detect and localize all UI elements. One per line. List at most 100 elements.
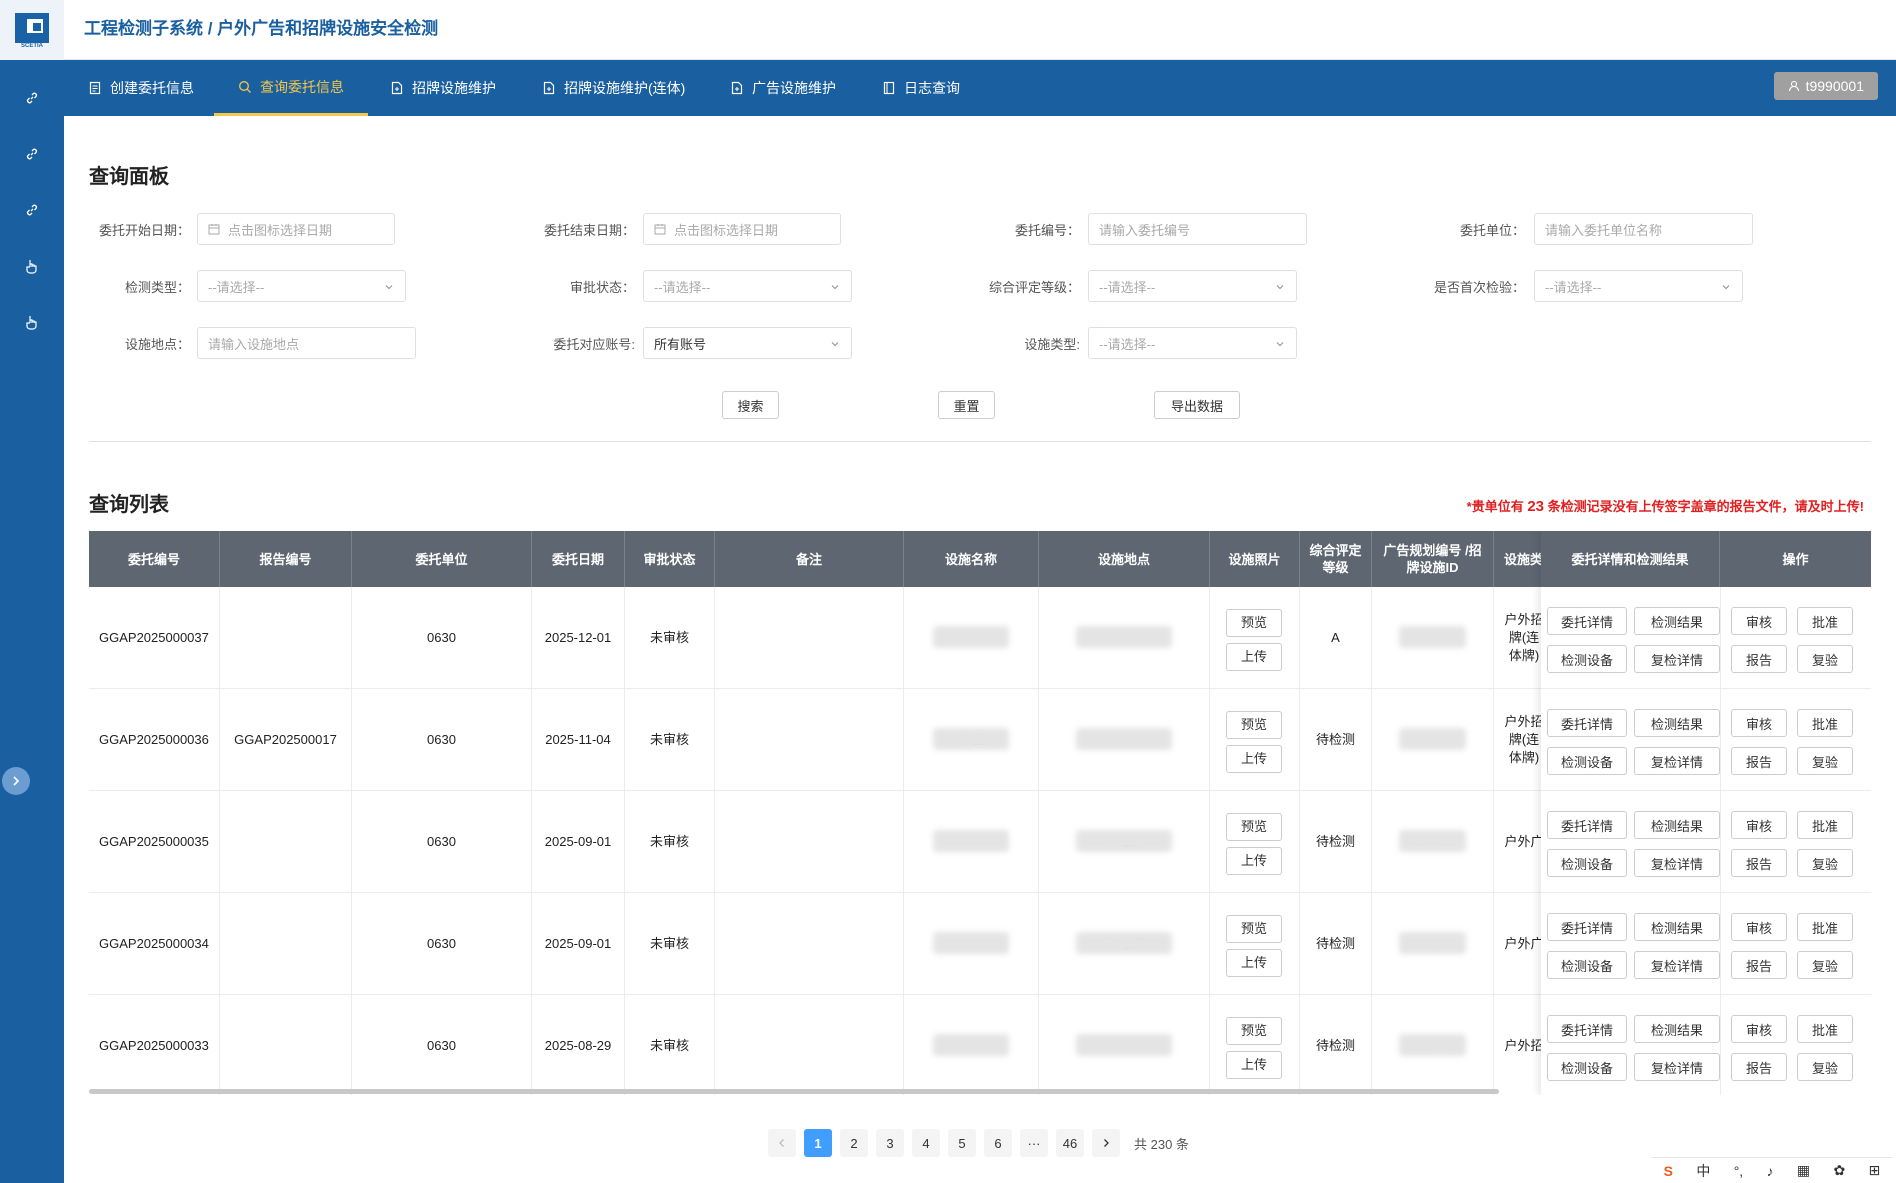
audit-status-select[interactable]: --请选择-- (643, 270, 852, 302)
search-button[interactable]: 搜索 (722, 391, 779, 419)
audit-button[interactable]: 审核 (1731, 811, 1787, 839)
report-button[interactable]: 报告 (1731, 747, 1787, 775)
account-select[interactable]: 所有账号 (643, 327, 852, 359)
preview-photo-button[interactable]: 预览 (1226, 915, 1282, 943)
grade-select[interactable]: --请选择-- (1088, 270, 1297, 302)
upload-photo-button[interactable]: 上传 (1226, 847, 1282, 875)
page-5[interactable]: 5 (948, 1129, 976, 1157)
report-button[interactable]: 报告 (1731, 1053, 1787, 1081)
report-button[interactable]: 报告 (1731, 951, 1787, 979)
approve-button[interactable]: 批准 (1797, 811, 1853, 839)
upload-photo-button[interactable]: 上传 (1226, 949, 1282, 977)
sidebar-expand-button[interactable] (2, 767, 30, 795)
upload-photo-button[interactable]: 上传 (1226, 1051, 1282, 1079)
entrust-no-input[interactable]: 请输入委托编号 (1088, 213, 1307, 245)
link-icon[interactable] (22, 88, 42, 108)
detail-button[interactable]: 委托详情 (1547, 1015, 1627, 1043)
device-button[interactable]: 检测设备 (1547, 951, 1627, 979)
recheck-detail-button[interactable]: 复检详情 (1634, 951, 1720, 979)
report-button[interactable]: 报告 (1731, 849, 1787, 877)
test-type-select[interactable]: --请选择-- (197, 270, 406, 302)
result-button[interactable]: 检测结果 (1634, 1015, 1720, 1043)
device-button[interactable]: 检测设备 (1547, 645, 1627, 673)
entrust-unit-input[interactable]: 请输入委托单位名称 (1534, 213, 1753, 245)
upload-photo-button[interactable]: 上传 (1226, 745, 1282, 773)
recheck-button[interactable]: 复验 (1797, 1053, 1853, 1081)
result-button[interactable]: 检测结果 (1634, 607, 1720, 635)
approve-button[interactable]: 批准 (1797, 913, 1853, 941)
result-button[interactable]: 检测结果 (1634, 709, 1720, 737)
detail-button[interactable]: 委托详情 (1547, 709, 1627, 737)
tab-query-entrust[interactable]: 查询委托信息 (214, 60, 368, 116)
tab-sign-facility[interactable]: 招牌设施维护 (366, 60, 520, 116)
recheck-button[interactable]: 复验 (1797, 747, 1853, 775)
preview-photo-button[interactable]: 预览 (1226, 609, 1282, 637)
page-4[interactable]: 4 (912, 1129, 940, 1157)
detail-button[interactable]: 委托详情 (1547, 811, 1627, 839)
preview-photo-button[interactable]: 预览 (1226, 711, 1282, 739)
upload-photo-button[interactable]: 上传 (1226, 643, 1282, 671)
result-button[interactable]: 检测结果 (1634, 811, 1720, 839)
page-46[interactable]: 46 (1056, 1129, 1084, 1157)
tab-sign-facility-joint[interactable]: 招牌设施维护(连体) (518, 60, 709, 116)
keyboard-icon[interactable]: ▦ (1796, 1162, 1811, 1178)
tab-log-query[interactable]: 日志查询 (858, 60, 984, 116)
col-plan-no: 广告规划编号 /招牌设施ID (1372, 531, 1494, 587)
facility-type-select[interactable]: --请选择-- (1088, 327, 1297, 359)
result-button[interactable]: 检测结果 (1634, 913, 1720, 941)
horizontal-scrollbar[interactable] (89, 1089, 1499, 1094)
recheck-detail-button[interactable]: 复检详情 (1634, 645, 1720, 673)
link-icon[interactable] (22, 200, 42, 220)
report-button[interactable]: 报告 (1731, 645, 1787, 673)
grid-menu-icon[interactable]: ⊞ (1868, 1162, 1881, 1178)
user-account-button[interactable]: t9990001 (1773, 72, 1878, 100)
page-ellipsis[interactable]: ··· (1020, 1129, 1048, 1157)
approve-button[interactable]: 批准 (1797, 607, 1853, 635)
audit-button[interactable]: 审核 (1731, 709, 1787, 737)
recheck-button[interactable]: 复验 (1797, 645, 1853, 673)
audit-button[interactable]: 审核 (1731, 913, 1787, 941)
hand-pointer-icon[interactable] (22, 256, 42, 276)
recheck-detail-button[interactable]: 复检详情 (1634, 1053, 1720, 1081)
recheck-button[interactable]: 复验 (1797, 951, 1853, 979)
recheck-button[interactable]: 复验 (1797, 849, 1853, 877)
first-test-select[interactable]: --请选择-- (1534, 270, 1743, 302)
logo[interactable]: SCETIA (0, 0, 64, 60)
page-2[interactable]: 2 (840, 1129, 868, 1157)
ime-lang[interactable]: 中 (1696, 1162, 1711, 1179)
audit-button[interactable]: 审核 (1731, 607, 1787, 635)
tab-ad-facility[interactable]: 广告设施维护 (706, 60, 860, 116)
hand-pointer-icon[interactable] (22, 312, 42, 332)
recheck-detail-button[interactable]: 复检详情 (1634, 747, 1720, 775)
detail-button[interactable]: 委托详情 (1547, 913, 1627, 941)
skin-icon[interactable]: ✿ (1833, 1162, 1846, 1178)
next-page-button[interactable] (1092, 1129, 1120, 1157)
recheck-detail-button[interactable]: 复检详情 (1634, 849, 1720, 877)
audit-button[interactable]: 审核 (1731, 1015, 1787, 1043)
end-date-label: 委托结束日期： (543, 223, 635, 238)
punctuation-icon[interactable]: °, (1733, 1162, 1744, 1179)
export-button[interactable]: 导出数据 (1154, 391, 1240, 419)
approve-button[interactable]: 批准 (1797, 1015, 1853, 1043)
reset-button[interactable]: 重置 (938, 391, 995, 419)
start-date-input[interactable]: 点击图标选择日期 (197, 213, 395, 245)
device-button[interactable]: 检测设备 (1547, 1053, 1627, 1081)
device-button[interactable]: 检测设备 (1547, 747, 1627, 775)
chevron-right-icon (13, 776, 20, 786)
preview-photo-button[interactable]: 预览 (1226, 1017, 1282, 1045)
sogou-logo-icon[interactable]: S (1663, 1162, 1674, 1179)
detail-button[interactable]: 委托详情 (1547, 607, 1627, 635)
prev-page-button[interactable] (768, 1129, 796, 1157)
link-icon[interactable] (22, 144, 42, 164)
microphone-icon[interactable]: ♪ (1766, 1162, 1774, 1179)
approve-button[interactable]: 批准 (1797, 709, 1853, 737)
cell-grade: A (1300, 587, 1372, 689)
end-date-input[interactable]: 点击图标选择日期 (643, 213, 841, 245)
tab-create-entrust[interactable]: 创建委托信息 (64, 60, 218, 116)
device-button[interactable]: 检测设备 (1547, 849, 1627, 877)
preview-photo-button[interactable]: 预览 (1226, 813, 1282, 841)
page-1[interactable]: 1 (804, 1129, 832, 1157)
page-3[interactable]: 3 (876, 1129, 904, 1157)
page-6[interactable]: 6 (984, 1129, 1012, 1157)
location-input[interactable]: 请输入设施地点 (197, 327, 416, 359)
